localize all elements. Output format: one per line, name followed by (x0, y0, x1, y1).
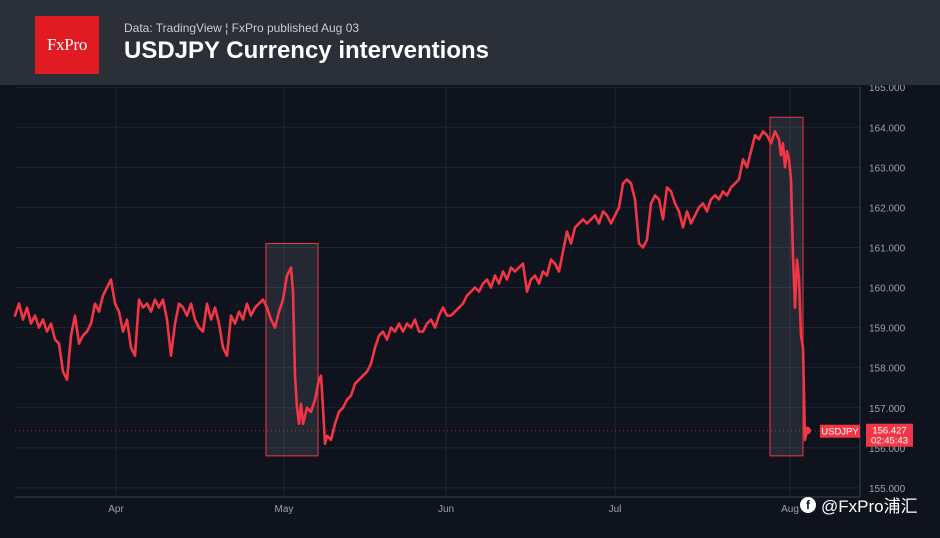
chart-subtitle: Data: TradingView ¦ FxPro published Aug … (124, 21, 360, 35)
fxpro-logo: FxPro (35, 16, 99, 74)
price-label-time: 02:45:43 (871, 436, 908, 447)
price-label-name: USDJPY (821, 427, 859, 438)
series-line-usdjpy (13, 130, 809, 446)
y-tick-label: 158.000 (869, 364, 906, 375)
y-tick-label: 156.000 (869, 444, 906, 455)
price-label-value-box (866, 423, 913, 447)
y-tick-label: 159.000 (869, 324, 906, 335)
x-tick-label: Apr (108, 504, 124, 515)
x-tick-label: Jul (609, 504, 622, 515)
x-tick-label: May (275, 504, 294, 515)
y-tick-label: 155.000 (869, 484, 906, 495)
facebook-icon: f (800, 496, 816, 513)
series-group (13, 130, 811, 446)
y-tick-label: 161.000 (869, 243, 906, 254)
watermark: f @FxPro浦汇 (800, 492, 918, 517)
chart-grid (15, 86, 860, 497)
price-label-name-box (820, 424, 860, 438)
watermark-text: @FxPro浦汇 (821, 497, 918, 516)
price-label-value: 156.427 (872, 426, 906, 437)
x-tick-label: Jun (438, 504, 454, 515)
y-tick-label: 160.000 (869, 284, 906, 295)
y-tick-label: 164.000 (869, 123, 906, 134)
intervention-zone (769, 116, 804, 457)
x-axis: Apr May Jun Jul Aug (15, 496, 860, 515)
last-price-dot (803, 426, 811, 435)
intervention-zones (265, 116, 804, 457)
header-bar: FxPro Data: TradingView ¦ FxPro publishe… (0, 0, 940, 85)
y-tick-label: 163.000 (869, 163, 906, 174)
y-tick-label: 157.000 (869, 404, 906, 415)
y-tick-label: 165.000 (869, 85, 906, 94)
x-tick-label: Aug (781, 504, 799, 515)
y-tick-label: 162.000 (869, 203, 906, 214)
chart-title: USDJPY Currency interventions (124, 37, 490, 64)
usdjpy-chart: 155.000 156.000 157.000 158.000 159.000 160.0… (13, 85, 913, 515)
